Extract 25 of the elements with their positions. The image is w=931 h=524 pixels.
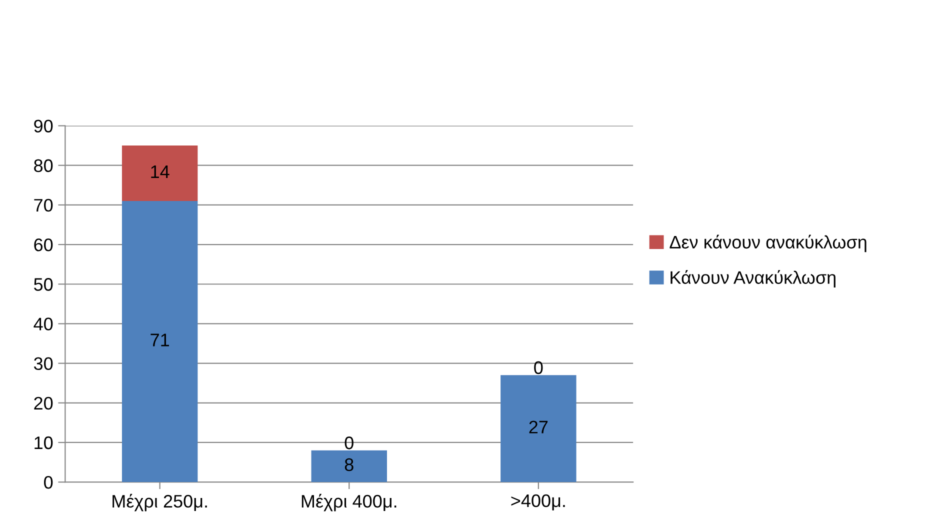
y-tick-label: 80 — [34, 159, 53, 172]
y-tick-label: 20 — [34, 396, 53, 410]
bar — [311, 450, 387, 482]
data-label: 0 — [534, 361, 543, 374]
bar — [122, 200, 198, 482]
y-tick-label: 30 — [34, 357, 53, 370]
legend-label: Κάνουν Ανακύκλωση — [670, 270, 836, 288]
x-tick-label: Μέχρι 250μ. — [112, 494, 207, 512]
bar — [500, 375, 576, 482]
y-tick-label: 50 — [34, 278, 53, 291]
y-tick-label: 10 — [34, 436, 53, 450]
x-tick-label: >400μ. — [511, 494, 565, 510]
data-label: 27 — [529, 420, 548, 434]
y-tick-label: 70 — [34, 198, 53, 212]
bar — [122, 146, 198, 201]
legend-label: Δεν κάνουν ανακύκλωση — [670, 234, 866, 252]
x-tick-label: Μέχρι 400μ. — [302, 494, 396, 512]
y-tick-label: 0 — [44, 476, 53, 489]
data-label: 14 — [151, 166, 170, 178]
y-tick-label: 60 — [34, 238, 53, 252]
y-tick-label: 90 — [34, 120, 53, 132]
data-label: 8 — [344, 458, 354, 472]
data-label: 71 — [150, 334, 169, 346]
data-label: 0 — [344, 436, 354, 450]
y-tick-label: 40 — [34, 318, 53, 330]
